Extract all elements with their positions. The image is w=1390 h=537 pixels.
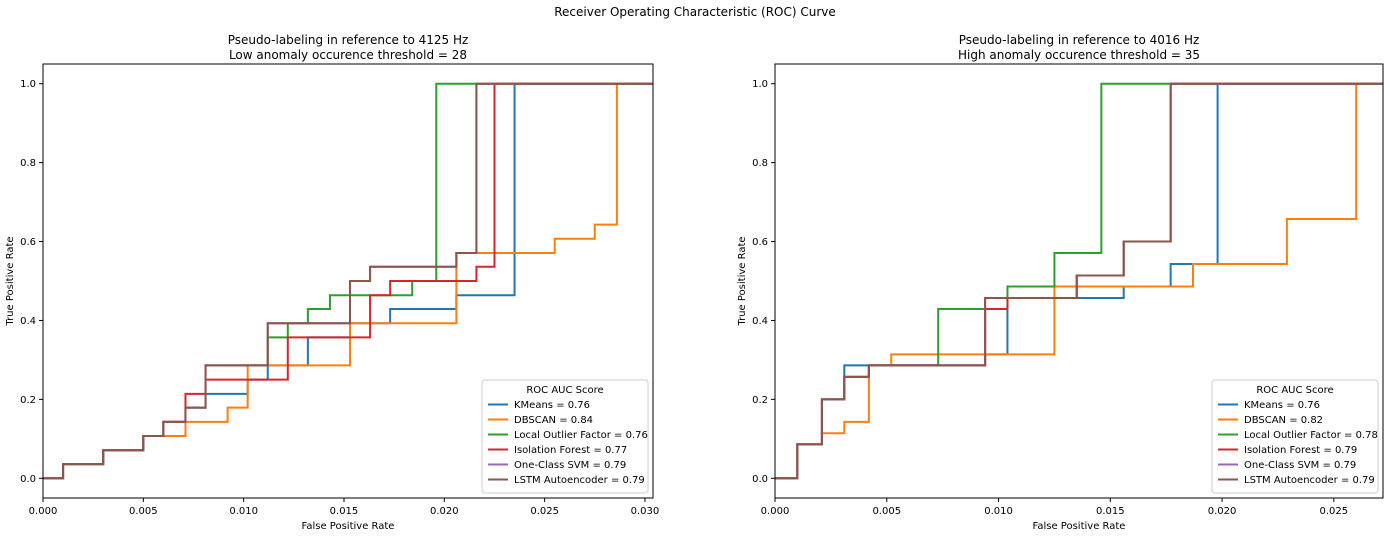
x-tick-label: 0.000	[761, 506, 790, 517]
axes-frame	[774, 63, 1384, 499]
y-tick-label: 0.2	[752, 395, 768, 406]
y-tick-label: 0.6	[752, 237, 768, 248]
x-tick-label: 0.005	[872, 506, 901, 517]
legend-title: ROC AUC Score	[526, 385, 603, 396]
y-tick-label: 0.6	[20, 237, 36, 248]
legend-entry: KMeans = 0.76	[1244, 400, 1320, 411]
x-axis-label: False Positive Rate	[1033, 521, 1126, 532]
legend-entry: DBSCAN = 0.84	[514, 415, 593, 426]
x-tick-label: 0.025	[1320, 506, 1349, 517]
y-tick-label: 1.0	[20, 79, 36, 90]
x-tick-label: 0.000	[29, 506, 58, 517]
y-axis-label: True Positive Rate	[737, 236, 748, 326]
x-axis-label: False Positive Rate	[302, 521, 395, 532]
legend: ROC AUC Score KMeans = 0.76 DBSCAN = 0.84 L…	[481, 379, 649, 494]
legend-box	[481, 379, 649, 494]
y-tick-label: 0.4	[752, 316, 768, 327]
y-tick-label: 0.0	[20, 474, 36, 485]
series-line-6	[43, 82, 653, 480]
chart-subtitle: Low anomaly occurence threshold = 28	[229, 48, 467, 62]
y-tick-label: 0.2	[20, 395, 36, 406]
y-axis-label: True Positive Rate	[5, 236, 16, 326]
series-line-6	[775, 82, 1383, 480]
legend: ROC AUC Score KMeans = 0.76 DBSCAN = 0.82 L…	[1211, 379, 1379, 494]
x-tick-label: 0.020	[430, 506, 459, 517]
legend-entry: One-Class SVM = 0.79	[1244, 460, 1356, 471]
y-tick-label: 0.8	[20, 158, 36, 169]
x-tick-label: 0.015	[1096, 506, 1125, 517]
chart-title: Pseudo-labeling in reference to 4125 Hz	[228, 33, 469, 47]
legend-entry: KMeans = 0.76	[514, 400, 590, 411]
figure-title: Receiver Operating Characteristic (ROC) …	[554, 5, 836, 19]
legend-entry: LSTM Autoencoder = 0.79	[514, 475, 645, 486]
chart-subtitle: High anomaly occurence threshold = 35	[958, 48, 1200, 62]
chart-panel-2: Pseudo-labeling in reference to 4016 HzH…	[737, 33, 1384, 532]
x-tick-label: 0.020	[1208, 506, 1237, 517]
chart-panel-1: Pseudo-labeling in reference to 4125 HzL…	[5, 33, 659, 532]
legend-entry: Local Outlier Factor = 0.78	[1244, 430, 1378, 441]
axes-frame	[42, 63, 654, 499]
x-tick-label: 0.015	[330, 506, 359, 517]
chart-title: Pseudo-labeling in reference to 4016 Hz	[959, 33, 1200, 47]
y-tick-label: 0.4	[20, 316, 36, 327]
y-tick-label: 0.0	[752, 474, 768, 485]
x-tick-label: 0.010	[229, 506, 258, 517]
legend-entry: LSTM Autoencoder = 0.79	[1244, 475, 1375, 486]
legend-entry: Isolation Forest = 0.79	[1244, 445, 1357, 456]
legend-entry: Local Outlier Factor = 0.76	[514, 430, 648, 441]
x-tick-label: 0.010	[984, 506, 1013, 517]
x-tick-label: 0.005	[129, 506, 158, 517]
series-group	[43, 82, 653, 480]
legend-box	[1211, 379, 1379, 494]
series-group	[775, 82, 1383, 480]
y-tick-label: 1.0	[752, 79, 768, 90]
legend-title: ROC AUC Score	[1256, 385, 1333, 396]
legend-entry: One-Class SVM = 0.79	[514, 460, 626, 471]
y-tick-label: 0.8	[752, 158, 768, 169]
legend-entry: DBSCAN = 0.82	[1244, 415, 1323, 426]
x-tick-label: 0.025	[530, 506, 559, 517]
legend-entry: Isolation Forest = 0.77	[514, 445, 627, 456]
x-tick-label: 0.030	[631, 506, 660, 517]
